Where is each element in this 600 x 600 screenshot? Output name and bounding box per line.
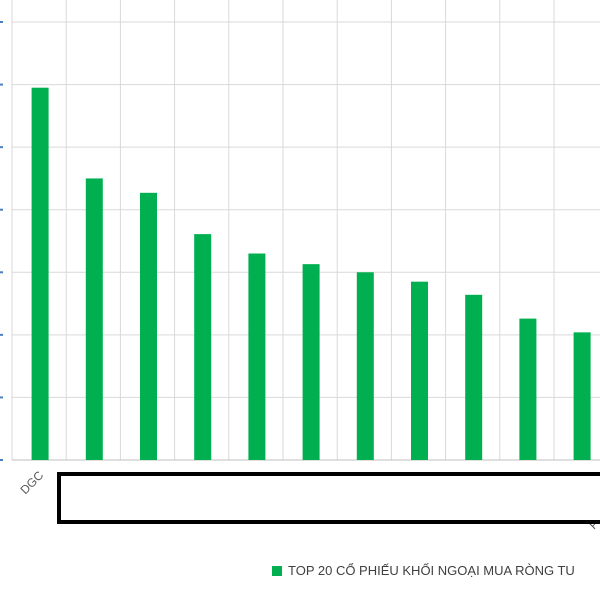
legend: TOP 20 CỔ PHIẾU KHỐI NGOẠI MUA RÒNG TU: [272, 563, 575, 578]
bar: [356, 272, 374, 460]
bar: [194, 234, 212, 460]
bar: [519, 318, 537, 460]
legend-label: TOP 20 CỔ PHIẾU KHỐI NGOẠI MUA RÒNG TU: [288, 563, 575, 578]
category-label: DGC: [17, 468, 46, 497]
bars: [31, 87, 591, 460]
grid: [0, 0, 600, 461]
bar: [85, 178, 103, 460]
bar: [31, 87, 49, 460]
bar: [302, 264, 320, 460]
bar: [140, 192, 157, 460]
redaction-box: [57, 472, 600, 524]
legend-swatch: [272, 565, 282, 576]
bar: [248, 253, 266, 460]
bar: [465, 294, 483, 460]
bar: [411, 281, 428, 460]
bar: [573, 332, 591, 460]
